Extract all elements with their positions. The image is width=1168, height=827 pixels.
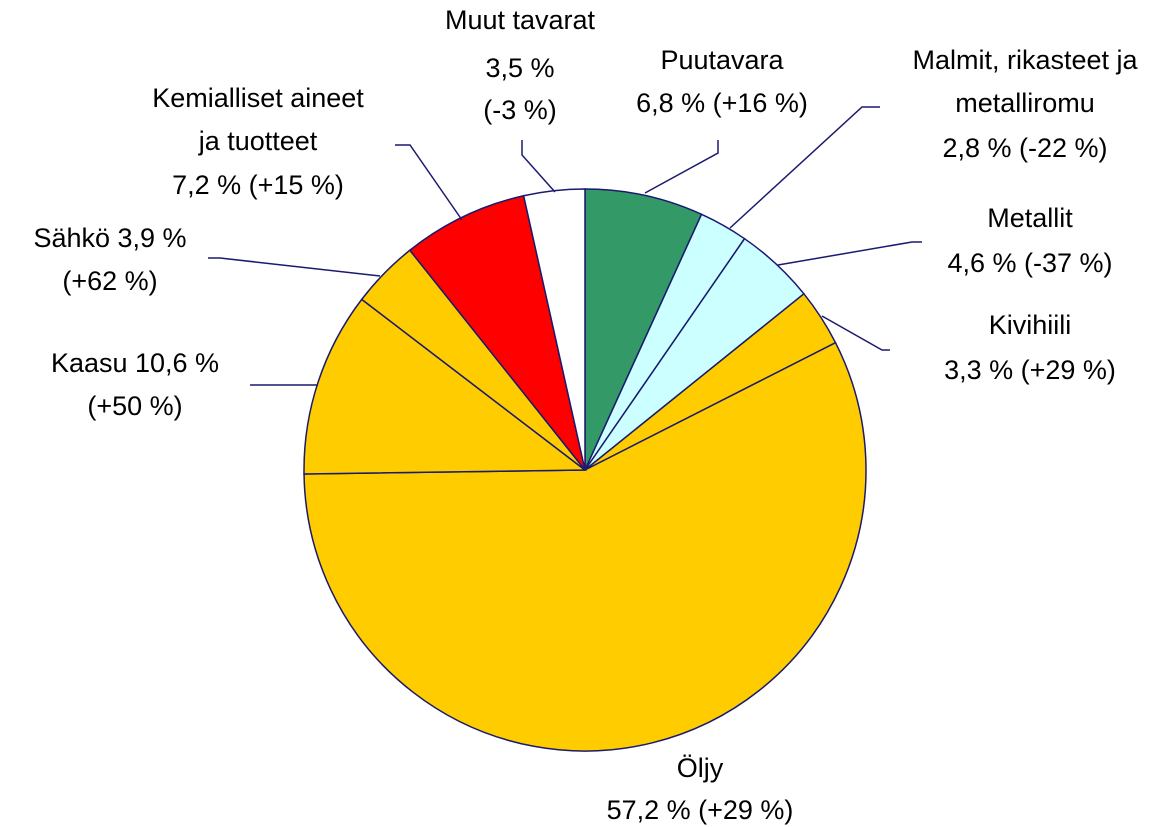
pie-slice — [584, 188, 703, 471]
slice-label: Kaasu 10,6 % — [51, 348, 219, 378]
slice-label: Malmit, rikasteet ja — [912, 45, 1138, 75]
leader-line — [821, 315, 890, 351]
slice-label: Puutavara — [660, 45, 784, 75]
leader-line — [777, 241, 922, 266]
slice-label: 2,8 % (-22 %) — [942, 133, 1107, 163]
pie-slice — [303, 298, 588, 475]
slice-label: (+62 %) — [62, 266, 157, 296]
leader-line — [521, 140, 556, 193]
leader-line — [644, 140, 719, 194]
slice-label: (+50 %) — [87, 391, 182, 421]
slice-label: 3,3 % (+29 %) — [944, 355, 1116, 385]
leader-line — [395, 144, 463, 221]
slice-label: 4,6 % (-37 %) — [947, 248, 1112, 278]
slice-label: Sähkö 3,9 % — [33, 223, 186, 253]
slice-label: 57,2 % (+29 %) — [607, 795, 794, 825]
slice-label: Muut tavarat — [445, 5, 596, 35]
slice-label: (-3 %) — [483, 95, 557, 125]
slice-label: Metallit — [987, 203, 1073, 233]
slice-label: Öljy — [677, 753, 724, 783]
slice-label: 3,5 % — [485, 53, 554, 83]
slice-label: Kivihiili — [989, 310, 1072, 340]
leader-line — [729, 106, 880, 229]
slice-label: ja tuotteet — [198, 126, 318, 156]
slice-label: 7,2 % (+15 %) — [172, 170, 344, 200]
slice-label: metalliromu — [955, 88, 1095, 118]
slice-label: 6,8 % (+16 %) — [636, 88, 808, 118]
slice-label: Kemialliset aineet — [152, 83, 364, 113]
leader-line — [208, 257, 381, 277]
pie-slice — [303, 341, 867, 752]
pie-slice — [408, 194, 586, 471]
